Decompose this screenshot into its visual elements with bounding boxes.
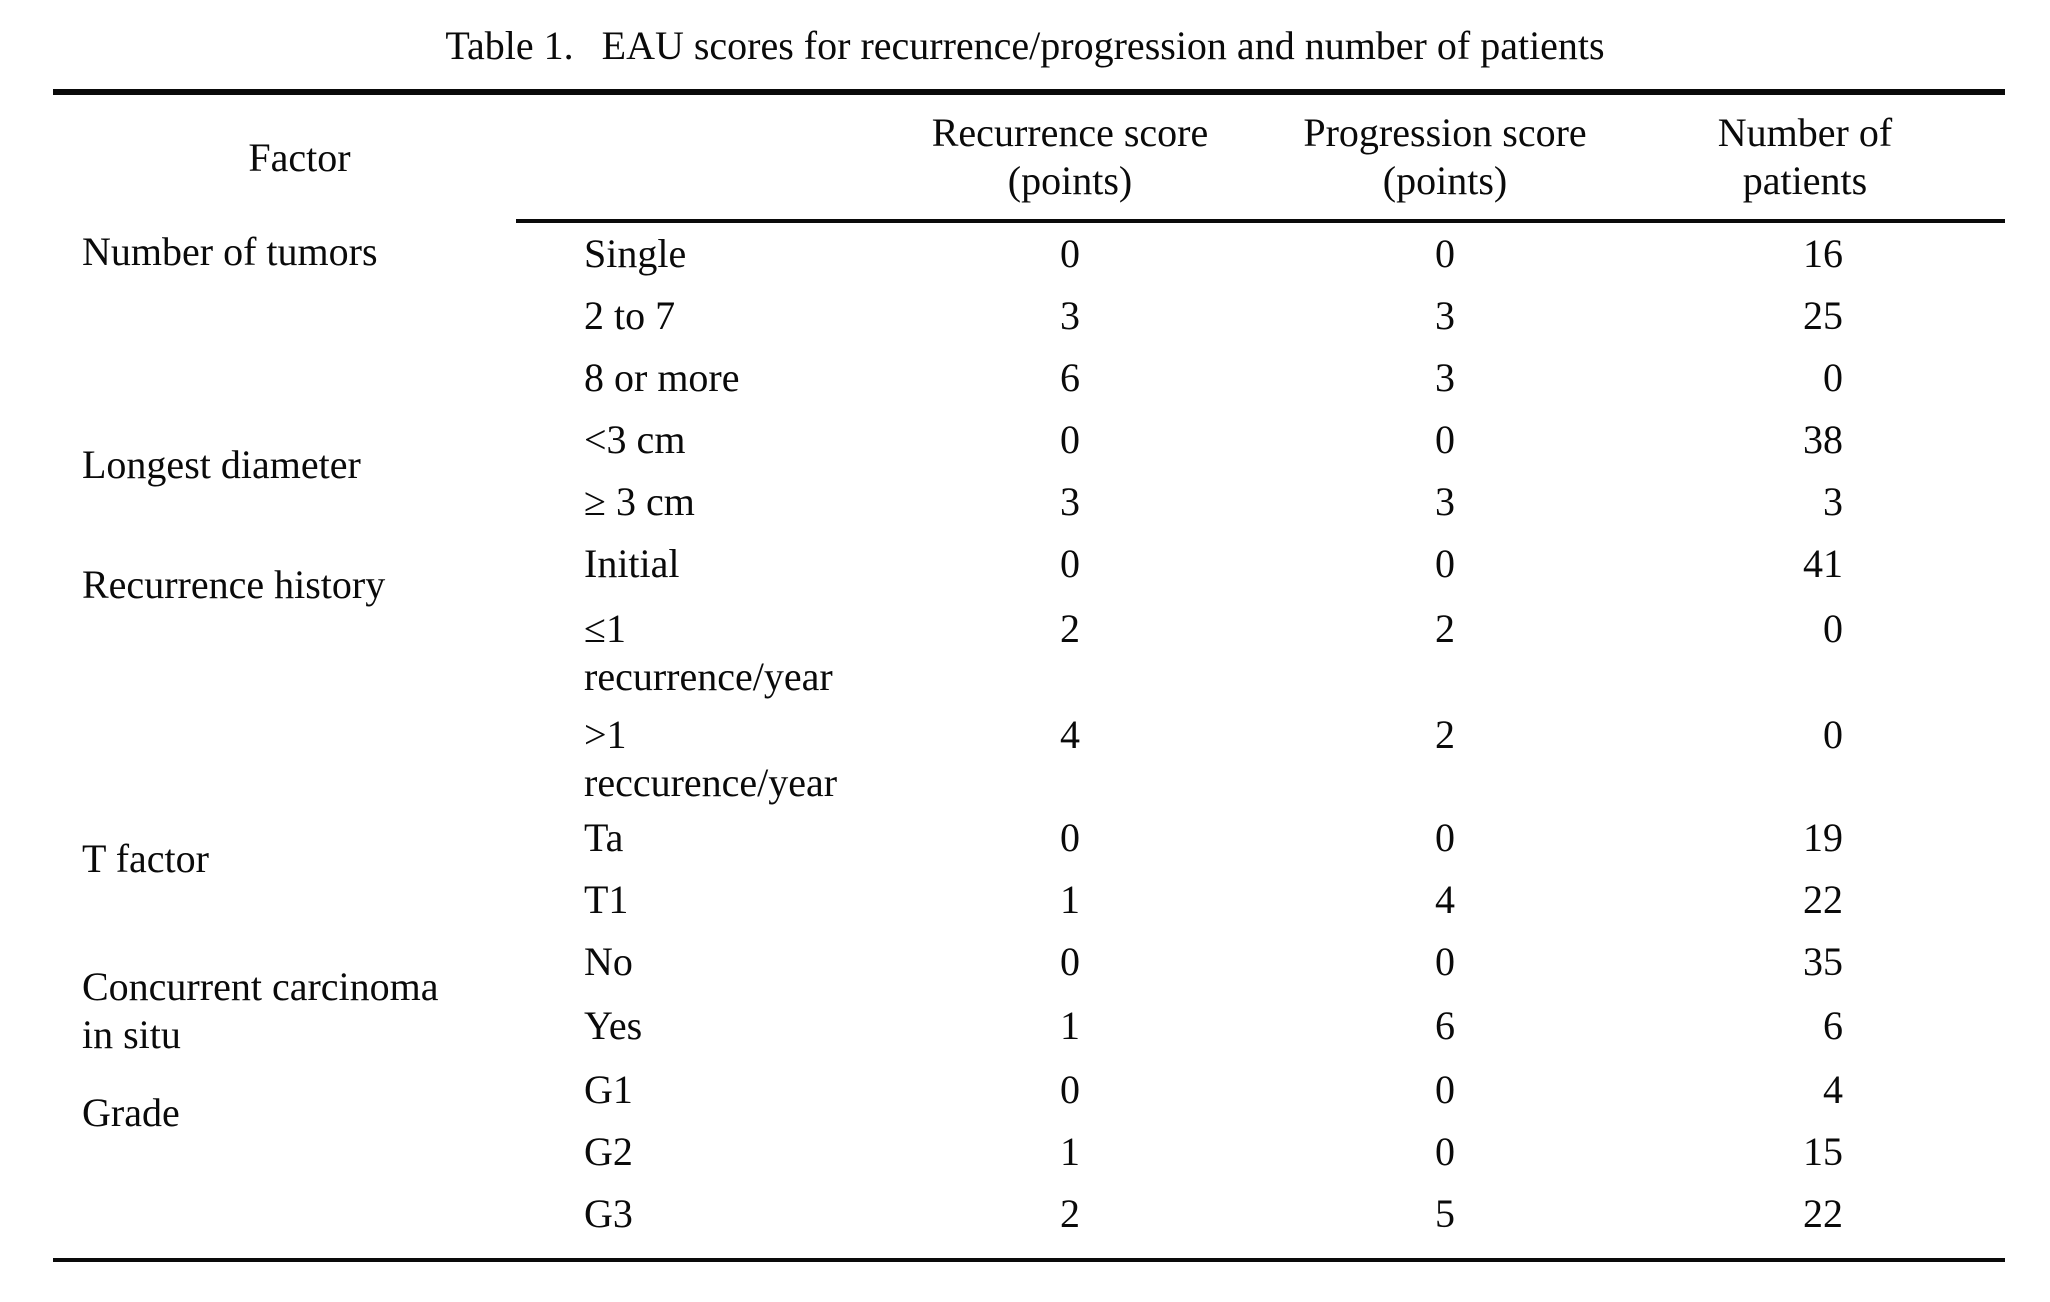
recurrence-score-cell: 0 [1060, 815, 1080, 860]
table-header: Factor Recurrence score (points) Progres… [53, 95, 2005, 223]
patients-count-cell: 16 [1803, 231, 1843, 276]
table-row: Concurrent carcinoma in situ No 0 0 35 [53, 931, 2005, 1057]
patients-count-cell: 19 [1803, 815, 1843, 860]
eau-scores-table: Factor Recurrence score (points) Progres… [53, 95, 2005, 1245]
table-row: Number of tumors Single 0 0 16 [53, 221, 2005, 285]
recurrence-score-cell: 1 [1060, 1003, 1080, 1048]
header-row: Factor Recurrence score (points) Progres… [53, 95, 2005, 223]
patients-count-cell: 0 [1823, 606, 1843, 651]
category-cell: >1 reccurence/year [584, 712, 838, 805]
recurrence-score-cell: 0 [1060, 231, 1080, 276]
recurrence-score-cell: 3 [1060, 479, 1080, 524]
column-header-factor: Factor [248, 135, 351, 180]
table-caption-text: EAU scores for recurrence/progression an… [601, 23, 1605, 68]
table-row: >1 reccurence/year 4 2 0 [53, 701, 2005, 807]
factor-cell: Concurrent carcinoma in situ [82, 964, 439, 1057]
table-row: G3 2 5 22 [53, 1183, 2005, 1245]
patients-count-cell: 3 [1823, 479, 1843, 524]
category-cell: <3 cm [584, 417, 686, 462]
patients-count-cell: 0 [1823, 712, 1843, 757]
table-caption-label: Table 1. [445, 23, 574, 68]
progression-score-cell: 4 [1435, 877, 1455, 922]
factor-cell: Recurrence history [82, 562, 386, 607]
table-row: T1 1 4 22 [53, 869, 2005, 931]
category-cell: G2 [584, 1129, 633, 1174]
table-row: Longest diameter <3 cm 0 0 38 [53, 409, 2005, 487]
progression-score-cell: 3 [1435, 293, 1455, 338]
recurrence-score-cell: 6 [1060, 355, 1080, 400]
recurrence-score-cell: 2 [1060, 1191, 1080, 1236]
patients-count-cell: 4 [1823, 1067, 1843, 1112]
table-row: Grade G1 0 0 4 [53, 1059, 2005, 1135]
table-row: T factor Ta 0 0 19 [53, 807, 2005, 881]
progression-score-cell: 6 [1435, 1003, 1455, 1048]
patients-count-cell: 0 [1823, 355, 1843, 400]
progression-score-cell: 0 [1435, 1129, 1455, 1174]
progression-score-cell: 0 [1435, 541, 1455, 586]
progression-score-cell: 2 [1435, 606, 1455, 651]
progression-score-cell: 5 [1435, 1191, 1455, 1236]
category-cell: Single [584, 231, 687, 276]
category-cell: Ta [584, 815, 624, 860]
patients-count-cell: 22 [1803, 1191, 1843, 1236]
column-header-category-spacer [516, 95, 855, 223]
recurrence-score-cell: 0 [1060, 939, 1080, 984]
progression-score-cell: 3 [1435, 479, 1455, 524]
patients-count-cell: 25 [1803, 293, 1843, 338]
progression-score-cell: 3 [1435, 355, 1455, 400]
category-cell: 8 or more [584, 355, 740, 400]
recurrence-score-cell: 1 [1060, 1129, 1080, 1174]
patients-count-cell: 38 [1803, 417, 1843, 462]
recurrence-score-cell: 1 [1060, 877, 1080, 922]
table-row: G2 1 0 15 [53, 1121, 2005, 1183]
category-cell: ≥ 3 cm [584, 479, 695, 524]
factor-cell: Grade [82, 1090, 180, 1135]
table-row: 8 or more 6 3 0 [53, 347, 2005, 409]
recurrence-score-cell: 2 [1060, 606, 1080, 651]
table-row: 2 to 7 3 3 25 [53, 285, 2005, 347]
patients-count-cell: 22 [1803, 877, 1843, 922]
factor-cell: Number of tumors [82, 229, 378, 274]
recurrence-score-cell: 0 [1060, 417, 1080, 462]
category-cell: Initial [584, 541, 680, 586]
recurrence-score-cell: 4 [1060, 712, 1080, 757]
table-caption: Table 1. EAU scores for recurrence/progre… [0, 22, 2050, 69]
category-cell: G3 [584, 1191, 633, 1236]
category-cell: No [584, 939, 633, 984]
factor-cell: T factor [82, 836, 209, 881]
table-row: ≥ 3 cm 3 3 3 [53, 471, 2005, 533]
progression-score-cell: 0 [1435, 417, 1455, 462]
patients-count-cell: 15 [1803, 1129, 1843, 1174]
table-row: Yes 1 6 6 [53, 995, 2005, 1059]
factor-cell: Longest diameter [82, 442, 361, 487]
recurrence-score-cell: 3 [1060, 293, 1080, 338]
table-row: ≤1 recurrence/year 2 2 0 [53, 595, 2005, 701]
progression-score-cell: 2 [1435, 712, 1455, 757]
progression-score-cell: 0 [1435, 1067, 1455, 1112]
category-cell: Yes [584, 1003, 643, 1048]
category-cell: ≤1 recurrence/year [584, 606, 833, 699]
column-header-number-of-patients: Number of patients [1605, 95, 2005, 223]
patients-count-cell: 35 [1803, 939, 1843, 984]
progression-score-cell: 0 [1435, 231, 1455, 276]
table-row: Recurrence history Initial 0 0 41 [53, 533, 2005, 607]
category-cell: G1 [584, 1067, 633, 1112]
patients-count-cell: 6 [1823, 1003, 1843, 1048]
table-body: Number of tumors Single 0 0 16 2 to 7 3 3 25 8 or… [53, 221, 2005, 1245]
recurrence-score-cell: 0 [1060, 1067, 1080, 1112]
progression-score-cell: 0 [1435, 815, 1455, 860]
column-header-recurrence-score: Recurrence score (points) [855, 95, 1285, 223]
table-container: Factor Recurrence score (points) Progres… [53, 89, 2005, 1262]
patients-count-cell: 41 [1803, 541, 1843, 586]
column-header-progression-score: Progression score (points) [1285, 95, 1605, 223]
category-cell: T1 [584, 877, 629, 922]
category-cell: 2 to 7 [584, 293, 676, 338]
progression-score-cell: 0 [1435, 939, 1455, 984]
recurrence-score-cell: 0 [1060, 541, 1080, 586]
